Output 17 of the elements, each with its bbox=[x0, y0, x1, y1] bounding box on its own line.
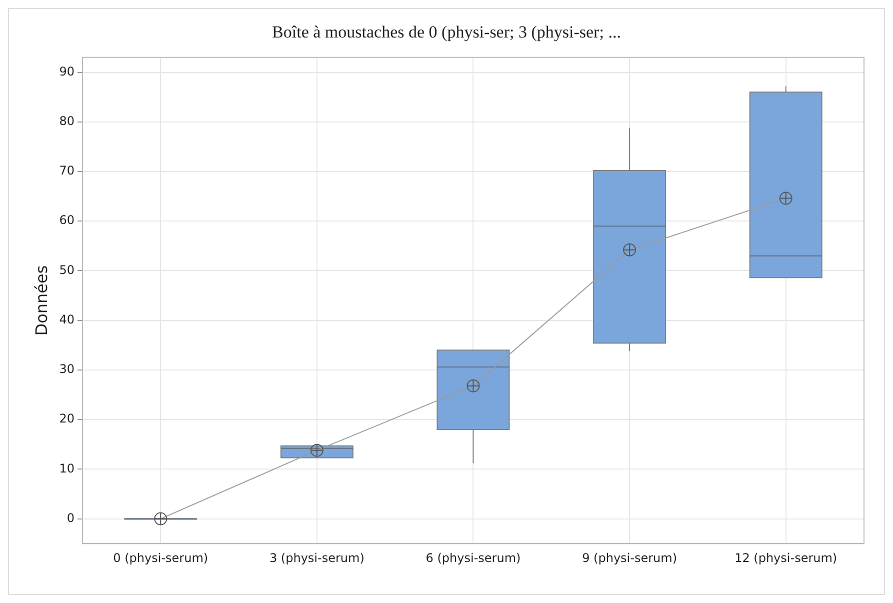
chart-title: Boîte à moustaches de 0 (physi-ser; 3 (physi-ser; ... bbox=[272, 22, 621, 42]
x-tick-label: 12 (physi-serum) bbox=[734, 550, 838, 565]
y-tick-label: 90 bbox=[59, 64, 74, 78]
y-tick-label: 70 bbox=[59, 164, 74, 178]
y-axis-title: Données bbox=[32, 265, 51, 336]
y-tick-label: 10 bbox=[59, 461, 74, 476]
y-tick-label: 30 bbox=[59, 362, 74, 376]
y-tick-label: 20 bbox=[59, 412, 74, 426]
y-tick-label: 60 bbox=[59, 213, 74, 228]
y-tick-label: 80 bbox=[59, 114, 74, 128]
x-tick-label: 9 (physi-serum) bbox=[582, 550, 677, 565]
y-tick-label: 0 bbox=[66, 510, 74, 525]
x-tick-label: 3 (physi-serum) bbox=[269, 550, 364, 565]
y-tick-label: 40 bbox=[59, 312, 74, 326]
x-tick-label: 0 (physi-serum) bbox=[113, 550, 208, 565]
x-tick-label: 6 (physi-serum) bbox=[426, 550, 521, 565]
y-tick-label: 50 bbox=[59, 262, 74, 277]
